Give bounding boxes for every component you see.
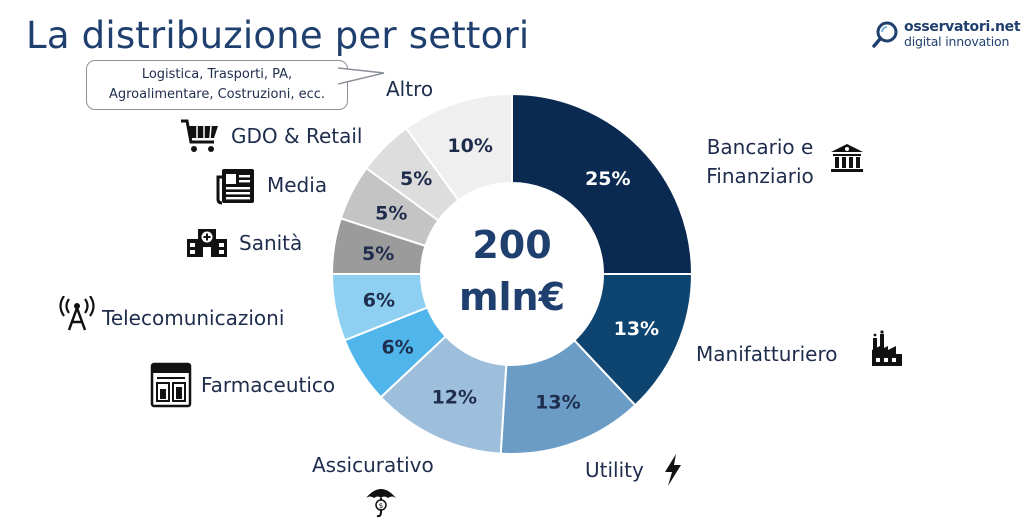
slice-9	[404, 92, 513, 202]
slice-value-label-6: 5%	[362, 243, 394, 265]
callout-line2: Agroalimentare, Costruzioni, ecc.	[108, 87, 326, 102]
center-label-unit: mln€	[459, 275, 565, 319]
lightning-icon	[665, 454, 681, 486]
hospital-icon	[187, 229, 227, 257]
slice-value-label-9: 10%	[447, 135, 492, 157]
label-assicurativo: Assicurativo	[312, 453, 434, 477]
center-label-value: 200	[472, 223, 551, 267]
logo-text-line1: osservatori.net	[904, 19, 1021, 35]
slice-value-label-2: 13%	[535, 391, 580, 413]
label-utility: Utility	[585, 458, 644, 482]
umbrella-icon: $	[366, 489, 396, 518]
slice-value-label-1: 13%	[614, 318, 659, 340]
pharmacy-icon	[150, 362, 192, 408]
callout-tail	[338, 67, 385, 85]
label-telecomunicazioni: Telecomunicazioni	[102, 306, 285, 330]
slice-value-label-4: 6%	[381, 337, 413, 359]
cart-icon	[181, 119, 218, 152]
label-bancario: Bancario e Finanziario	[706, 135, 814, 188]
svg-text:$: $	[379, 502, 383, 510]
label-media: Media	[267, 173, 328, 197]
label-bancario-line: Bancario e Finanziario	[695, 133, 825, 191]
factory-icon	[872, 330, 902, 366]
bank-icon	[831, 144, 863, 172]
logo: osservatori.net digital innovation	[872, 18, 1021, 52]
slice-0	[511, 92, 694, 275]
callout-box: Logistica, Trasporti, PA, Agroalimentare…	[86, 60, 348, 110]
slice-value-label-0: 25%	[585, 168, 630, 190]
newspaper-icon	[216, 169, 254, 205]
logo-text-line2: digital innovation	[904, 34, 1010, 49]
magnifier-logo-icon	[872, 21, 898, 48]
slice-value-label-8: 5%	[400, 168, 432, 190]
antenna-icon	[59, 296, 95, 331]
label-altro: Altro	[386, 77, 434, 101]
label-gdo-retail: GDO & Retail	[231, 124, 363, 148]
slice-value-label-3: 12%	[432, 387, 477, 409]
callout-line1: Logistica, Trasporti, PA,	[141, 67, 293, 82]
slice-value-label-5: 6%	[363, 289, 395, 311]
label-sanita: Sanità	[239, 231, 303, 255]
slice-value-label-7: 5%	[375, 202, 407, 224]
label-manifatturiero: Manifatturiero	[696, 342, 838, 366]
page-title: La distribuzione per settori	[26, 14, 530, 57]
label-farmaceutico: Farmaceutico	[201, 373, 336, 397]
